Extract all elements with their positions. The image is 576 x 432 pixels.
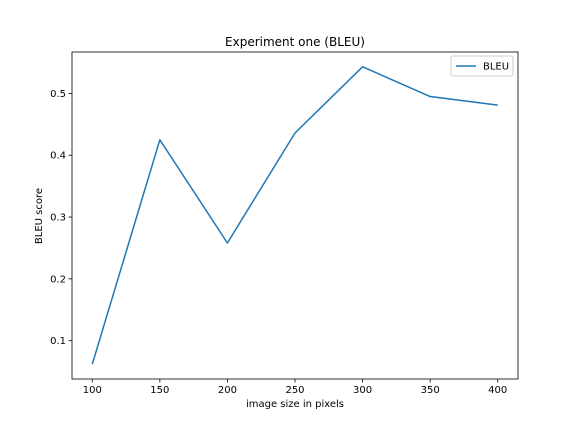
y-tick-label: 0.1: [50, 336, 66, 347]
x-tick-label: 100: [83, 385, 102, 396]
x-tick-label: 250: [285, 385, 304, 396]
x-axis-label: image size in pixels: [246, 399, 344, 410]
chart-title: Experiment one (BLEU): [225, 35, 365, 49]
legend: BLEU: [450, 55, 514, 77]
x-tick-label: 350: [421, 385, 440, 396]
plot-area: 100 150 200 250 300 350 400 0.1 0.2 0.3 0.4 0.5 BLEU: [50, 51, 519, 396]
y-axis-label: BLEU score: [34, 188, 45, 244]
y-tick-label: 0.4: [50, 151, 66, 162]
x-tick-label: 300: [353, 385, 372, 396]
y-tick-label: 0.2: [50, 274, 66, 285]
legend-box: [450, 55, 514, 77]
y-tick-label: 0.5: [50, 89, 66, 100]
x-tick-label: 150: [150, 385, 169, 396]
legend-label: BLEU: [483, 62, 509, 73]
x-tick-label: 200: [218, 385, 237, 396]
series-line-0: [91, 66, 498, 365]
y-tick-label: 0.3: [50, 213, 66, 224]
x-tick-label: 400: [488, 385, 507, 396]
